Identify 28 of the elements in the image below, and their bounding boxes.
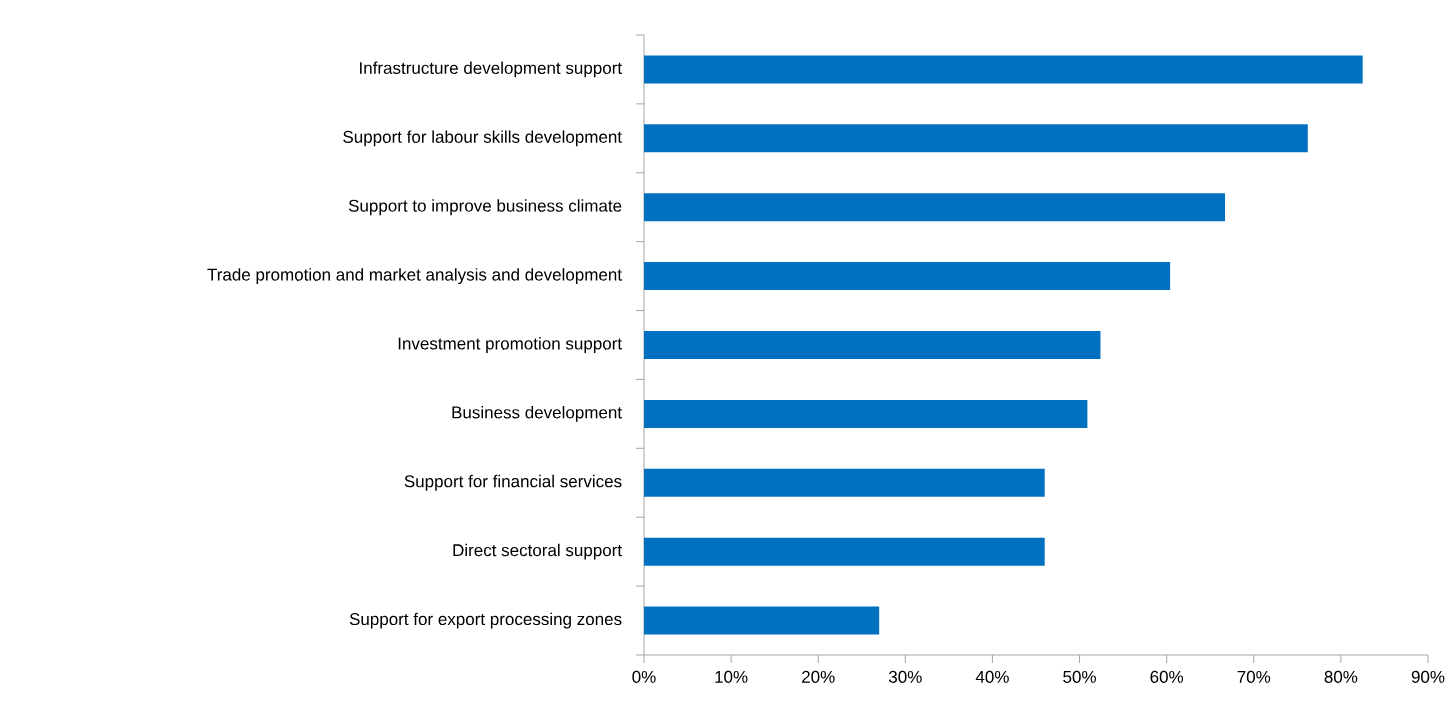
y-tick-label: Direct sectoral support <box>453 543 622 560</box>
y-tick-label: Infrastructure development support <box>360 61 622 78</box>
bar <box>644 124 1308 153</box>
x-tick-label: 20% <box>802 670 835 683</box>
y-tick-label: Support for labour skills development <box>343 130 622 147</box>
y-tick-label: Trade promotion and market analysis and development <box>207 268 622 285</box>
x-tick-label: 10% <box>715 670 748 683</box>
x-tick-label: 60% <box>1150 670 1184 683</box>
bar <box>644 468 1045 497</box>
bar <box>644 55 1363 84</box>
bar <box>644 606 880 635</box>
y-tick-label: Investment promotion support <box>398 337 622 353</box>
x-tick-label: 0% <box>632 670 656 683</box>
bar <box>644 537 1045 566</box>
x-tick-label: 40% <box>975 670 1009 683</box>
bar <box>644 262 1171 291</box>
y-tick-label: Support for export processing zones <box>349 612 622 629</box>
bar <box>644 399 1088 428</box>
y-tick-label: Support for financial services <box>404 474 622 491</box>
x-tick-label: 30% <box>888 670 922 683</box>
x-tick-label: 80% <box>1324 670 1358 683</box>
x-tick-label: 70% <box>1237 670 1271 683</box>
y-tick-label: Support to improve business climate <box>348 199 622 216</box>
bar <box>644 193 1226 222</box>
bar <box>644 331 1101 359</box>
y-tick-label: Business development <box>452 405 622 422</box>
x-tick-label: 90% <box>1411 670 1445 683</box>
x-tick-label: 50% <box>1063 670 1096 683</box>
